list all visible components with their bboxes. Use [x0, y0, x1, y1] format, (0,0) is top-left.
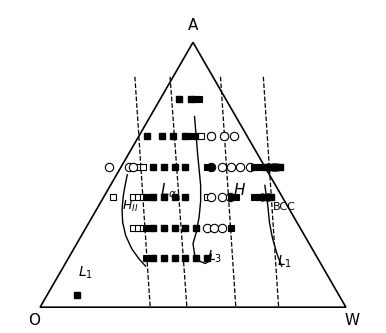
Text: L$_\alpha$: L$_\alpha$ — [160, 181, 177, 200]
Text: O: O — [28, 313, 40, 328]
Text: L$_1$: L$_1$ — [277, 254, 292, 270]
Text: BCC: BCC — [273, 201, 296, 211]
Text: L$_1$: L$_1$ — [78, 264, 93, 281]
Text: L$_3$: L$_3$ — [207, 249, 222, 265]
Text: W: W — [344, 313, 360, 328]
Text: H$_{II}$: H$_{II}$ — [122, 199, 139, 214]
Text: A: A — [188, 18, 198, 33]
Text: H: H — [233, 183, 245, 198]
